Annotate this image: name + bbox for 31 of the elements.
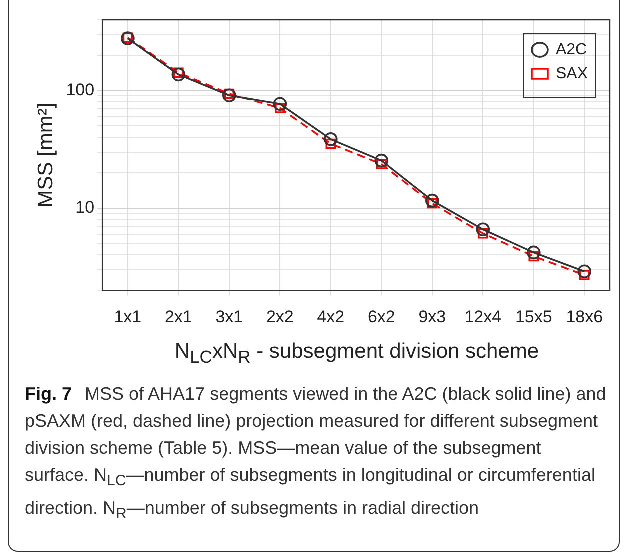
legend-label: SAX	[556, 65, 588, 82]
point	[172, 68, 186, 82]
point	[122, 32, 134, 43]
x-tick-label: 4x2	[317, 307, 345, 326]
point	[324, 132, 338, 146]
point	[121, 32, 135, 46]
point	[476, 222, 490, 237]
x-tick-label: 9x3	[418, 307, 446, 326]
x-tick-label: 3x1	[216, 307, 244, 326]
legend-label: A2C	[556, 41, 588, 58]
caption: Fig. 7	[25, 384, 72, 404]
point	[222, 88, 236, 103]
x-tick-label: 6x2	[368, 307, 396, 326]
point	[224, 88, 235, 100]
point	[526, 246, 541, 260]
x-tick-label: 2x1	[164, 307, 192, 326]
x-axis-title: N$_{LC}$xN$_{R}$ - subsegment division scheme	[174, 340, 540, 368]
point	[273, 97, 288, 112]
x-tick-label: 1x1	[114, 307, 142, 326]
point	[579, 270, 590, 280]
y-tick-label: 100	[66, 80, 95, 100]
x-tick-label: 12x4	[464, 307, 502, 326]
point	[426, 194, 440, 208]
point	[374, 154, 389, 168]
x-tick-label: 18x6	[566, 307, 604, 326]
x-tick-label: 15x5	[515, 307, 552, 326]
y-axis-title: MSS [mm²]	[34, 102, 58, 208]
y-tick-label: 10	[76, 198, 95, 218]
x-tick-label: 2x2	[266, 307, 294, 326]
point	[326, 138, 336, 150]
point	[578, 264, 592, 279]
